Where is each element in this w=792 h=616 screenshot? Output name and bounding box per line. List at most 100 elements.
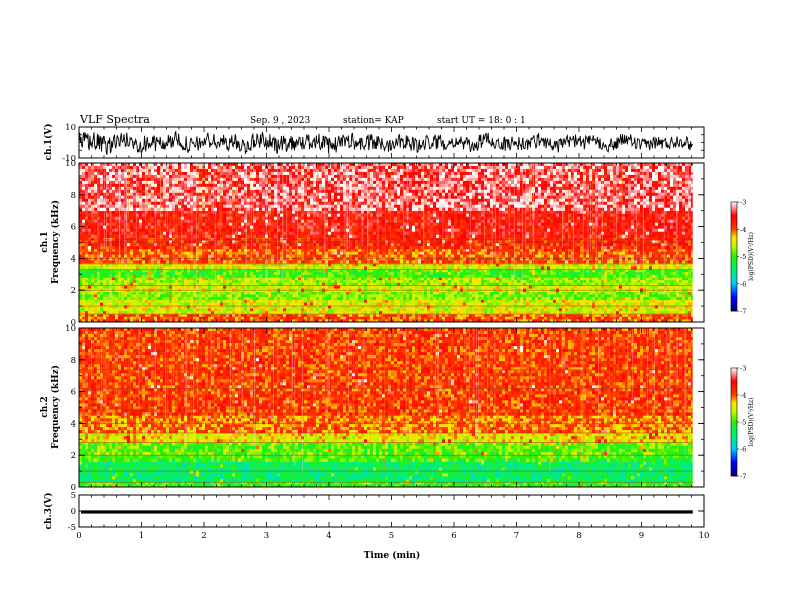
spectrogram-cell [253,270,256,273]
spectrogram-cell [460,275,463,278]
spectrogram-cell [103,249,106,252]
spectrogram-cell [604,272,607,275]
spectrogram-cell [253,314,256,317]
spectrogram-cell [439,285,442,288]
spectrogram-cell [127,275,130,278]
spectrogram-cell [94,280,97,283]
spectrogram-cell [325,285,328,288]
spectrogram-cell [586,249,589,252]
spectrogram-cell [475,285,478,288]
spectrogram-cell [145,300,148,303]
spectrogram-cell [292,300,295,303]
spectrogram-cell [625,277,628,280]
spectrogram-cell [433,255,436,258]
spectrogram-cell [400,292,403,295]
spectrogram-cell [421,292,424,295]
spectrogram-cell [394,285,397,288]
spectrogram-cell [88,292,91,295]
spectrogram-cell [553,300,556,303]
spectrogram-cell [145,272,148,275]
spectrogram-cell [424,317,427,320]
spectrogram-cell [307,285,310,288]
spectrogram-cell [586,285,589,288]
spectrogram-cell [601,280,604,283]
spectrogram-cell [346,277,349,280]
spectrogram-cell [442,280,445,283]
spectrogram-cell [577,314,580,317]
spectrogram-cell [511,285,514,288]
spectrogram-cell [184,303,187,306]
spectrogram-cell [286,300,289,303]
spectrogram-cell [310,317,313,320]
spectrogram-cell [502,297,505,300]
spectrogram-cell [433,294,436,297]
spectrogram-cell [472,272,475,275]
spectrogram-cell [352,252,355,255]
spectrogram-cell [496,277,499,280]
spectrogram-cell [595,275,598,278]
spectrogram-cell [193,249,196,252]
spectrogram-cell [97,297,100,300]
spectrogram-cell [184,294,187,297]
spectrogram-cell [430,317,433,320]
spectrogram-cell [97,280,100,283]
spectrogram-cell [391,277,394,280]
spectrogram-cell [307,308,310,311]
spectrogram-cell [262,308,265,311]
spectrogram-cell [154,303,157,306]
spectrogram-cell [664,280,667,283]
spectrogram-cell [361,314,364,317]
spectrogram-cell [253,275,256,278]
spectrogram-cell [541,255,544,258]
spectrogram-cell [256,314,259,317]
spectrogram-cell [463,300,466,303]
spectrogram-cell [481,294,484,297]
spectrogram-cell [397,280,400,283]
spectrogram-cell [154,297,157,300]
spectrogram-cell [268,252,271,255]
spectrogram-cell [496,292,499,295]
spectrogram-cell [328,255,331,258]
spectrogram-cell [571,314,574,317]
spectrogram-cell [289,300,292,303]
spectrogram-cell [502,314,505,317]
spectrogram-cell [391,255,394,258]
spectrogram-cell [355,280,358,283]
spectrogram-cell [181,303,184,306]
spectrogram-cell [304,297,307,300]
spectrogram-cell [502,277,505,280]
spectrogram-cell [370,275,373,278]
spectrogram-cell [541,252,544,255]
spectrogram-cell [535,270,538,273]
spectrogram-cell [178,280,181,283]
spectrogram-cell [676,314,679,317]
spectrogram-cell [481,252,484,255]
spectrogram-cell [91,308,94,311]
spectrogram-cell [241,314,244,317]
spectrogram-cell [382,280,385,283]
spectrogram-cell [517,317,520,320]
spectrogram-cell [466,252,469,255]
spectrogram-cell [274,249,277,252]
spectrogram-cell [301,308,304,311]
spectrogram-cell [490,275,493,278]
spectrogram-cell [535,252,538,255]
spectrogram-cell [196,308,199,311]
spectrogram-cell [133,249,136,252]
spectrogram-cell [637,292,640,295]
spectrogram-cell [100,292,103,295]
spectrogram-cell [448,249,451,252]
spectrogram-cell [247,275,250,278]
spectrogram-cell [106,252,109,255]
spectrogram-cell [250,270,253,273]
spectrogram-cell [661,277,664,280]
spectrogram-cell [601,292,604,295]
spectrogram-cell [529,297,532,300]
spectrogram-cell [454,275,457,278]
spectrogram-cell [460,294,463,297]
spectrogram-cell [523,297,526,300]
spectrogram-cell [286,317,289,320]
spectrogram-cell [658,285,661,288]
spectrogram-cell [82,249,85,252]
spectrogram-cell [400,317,403,320]
